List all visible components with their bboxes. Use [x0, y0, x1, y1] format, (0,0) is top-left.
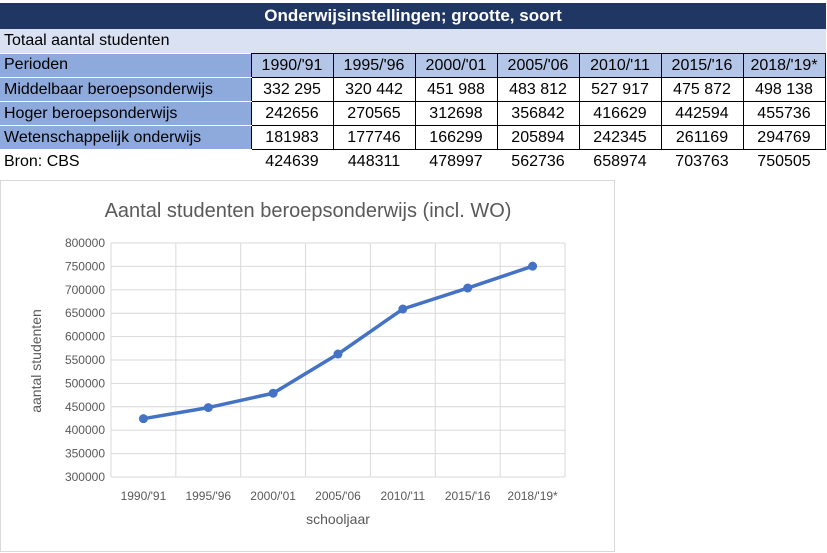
x-tick-label: 2000/'01 — [250, 489, 296, 503]
x-tick-label: 2015/'16 — [445, 489, 491, 503]
x-tick-label: 2018/'19* — [507, 489, 558, 503]
value-cell[interactable]: 166299 — [414, 125, 498, 150]
value-cell[interactable]: 498 138 — [742, 77, 826, 102]
total-cell[interactable]: 750505 — [743, 149, 825, 174]
period-cell[interactable]: 1995/'96 — [332, 53, 416, 78]
value-cell[interactable]: 294769 — [742, 125, 826, 150]
value-cell[interactable]: 455736 — [742, 101, 826, 126]
total-cell[interactable]: 448311 — [333, 149, 415, 174]
data-point — [528, 261, 538, 271]
value-cell[interactable]: 242345 — [578, 125, 662, 150]
data-point — [333, 349, 343, 359]
sheet-title[interactable]: Onderwijsinstellingen; grootte, soort — [0, 3, 826, 29]
data-point — [463, 283, 473, 293]
value-cell[interactable]: 312698 — [414, 101, 498, 126]
value-cell[interactable]: 527 917 — [578, 77, 662, 102]
value-cell[interactable]: 475 872 — [660, 77, 744, 102]
data-point — [138, 414, 148, 424]
y-tick-label: 400000 — [65, 423, 105, 437]
data-point — [268, 388, 278, 398]
period-cell[interactable]: 2010/'11 — [578, 53, 662, 78]
x-tick-label: 1990/'91 — [121, 489, 167, 503]
data-point — [203, 403, 213, 413]
period-cell[interactable]: 2005/'06 — [496, 53, 580, 78]
row-label-cell[interactable]: Hoger beroepsonderwijs — [0, 101, 251, 126]
total-cell[interactable]: 703763 — [661, 149, 743, 174]
header-row: Perioden 1990/'91 1995/'96 2000/'01 2005… — [0, 53, 826, 78]
header-label-cell[interactable]: Perioden — [0, 53, 251, 78]
x-tick-label: 1995/'96 — [185, 489, 231, 503]
y-tick-label: 650000 — [65, 306, 105, 320]
y-tick-label: 300000 — [65, 470, 105, 484]
x-tick-label: 2005/'06 — [315, 489, 361, 503]
source-row: Bron: CBS 424639 448311 478997 562736 65… — [0, 149, 825, 174]
total-cell[interactable]: 424639 — [251, 149, 333, 174]
y-tick-label: 600000 — [65, 330, 105, 344]
value-cell[interactable]: 442594 — [660, 101, 744, 126]
total-cell[interactable]: 658974 — [579, 149, 661, 174]
y-tick-label: 500000 — [65, 376, 105, 390]
value-cell[interactable]: 242656 — [250, 101, 334, 126]
chart-canvas: Aantal studenten beroepsonderwijs (incl.… — [28, 200, 566, 527]
value-cell[interactable]: 181983 — [250, 125, 334, 150]
y-tick-label: 550000 — [65, 353, 105, 367]
table-row: Wetenschappelijk onderwijs 181983 177746… — [0, 125, 826, 150]
y-tick-label: 800000 — [65, 236, 105, 250]
total-cell[interactable]: 478997 — [415, 149, 497, 174]
period-cell[interactable]: 2018/'19* — [742, 53, 826, 78]
data-table: Perioden 1990/'91 1995/'96 2000/'01 2005… — [0, 53, 826, 174]
period-cell[interactable]: 2015/'16 — [660, 53, 744, 78]
row-label-cell[interactable]: Wetenschappelijk onderwijs — [0, 125, 251, 150]
period-cell[interactable]: 2000/'01 — [414, 53, 498, 78]
series-line — [143, 264, 534, 421]
sheet-subtitle[interactable]: Totaal aantal studenten — [0, 29, 826, 53]
value-cell[interactable]: 320 442 — [332, 77, 416, 102]
period-cell[interactable]: 1990/'91 — [250, 53, 334, 78]
x-axis-title: schooljaar — [306, 511, 370, 527]
value-cell[interactable]: 270565 — [332, 101, 416, 126]
table-row: Middelbaar beroepsonderwijs 332 295 320 … — [0, 77, 826, 102]
value-cell[interactable]: 483 812 — [496, 77, 580, 102]
y-tick-label: 450000 — [65, 400, 105, 414]
chart-title: Aantal studenten beroepsonderwijs (incl.… — [105, 200, 512, 222]
row-label-cell[interactable]: Middelbaar beroepsonderwijs — [0, 77, 251, 102]
value-cell[interactable]: 416629 — [578, 101, 662, 126]
table-row: Hoger beroepsonderwijs 242656 270565 312… — [0, 101, 826, 126]
x-tick-label: 2010/'11 — [380, 489, 425, 503]
value-cell[interactable]: 205894 — [496, 125, 580, 150]
source-label-cell[interactable]: Bron: CBS — [0, 149, 251, 174]
value-cell[interactable]: 261169 — [660, 125, 744, 150]
line-chart[interactable]: Aantal studenten beroepsonderwijs (incl.… — [0, 180, 615, 552]
y-tick-label: 750000 — [65, 259, 105, 273]
value-cell[interactable]: 451 988 — [414, 77, 498, 102]
y-tick-label: 350000 — [65, 447, 105, 461]
y-axis-title: aantal studenten — [28, 309, 44, 413]
y-tick-label: 700000 — [65, 283, 105, 297]
value-cell[interactable]: 177746 — [332, 125, 416, 150]
value-cell[interactable]: 332 295 — [250, 77, 334, 102]
value-cell[interactable]: 356842 — [496, 101, 580, 126]
total-cell[interactable]: 562736 — [497, 149, 579, 174]
data-point — [398, 304, 408, 314]
